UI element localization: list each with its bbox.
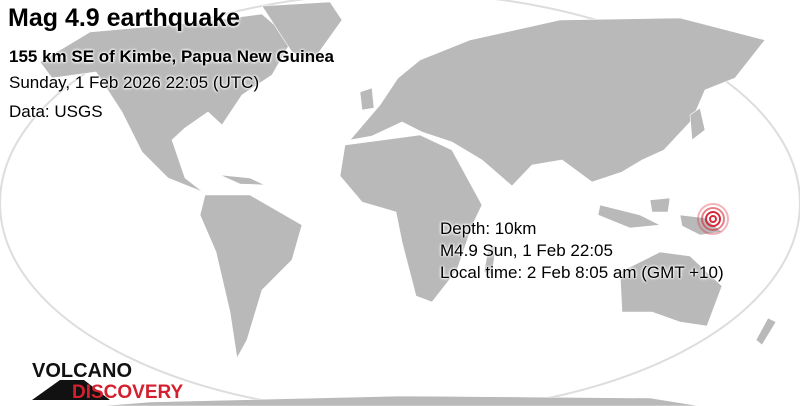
logo-line2: DISCOVERY — [72, 382, 184, 402]
page-title: Mag 4.9 earthquake — [8, 4, 241, 32]
uk — [359, 87, 375, 111]
event-datetime: Sunday, 1 Feb 2026 22:05 (UTC) — [9, 73, 260, 92]
north-america — [39, 13, 293, 193]
data-source: Data: USGS — [9, 102, 103, 121]
event-details: Depth: 10km M4.9 Sun, 1 Feb 22:05 Local … — [440, 218, 724, 284]
depth: Depth: 10km — [440, 219, 537, 238]
caribbean — [219, 174, 266, 186]
magnitude-summary: M4.9 Sun, 1 Feb 22:05 — [440, 241, 613, 260]
africa — [339, 134, 483, 303]
australia — [619, 251, 723, 327]
local-time: Local time: 2 Feb 8:05 am (GMT +10) — [440, 263, 724, 282]
japan — [689, 107, 706, 141]
south-america — [199, 194, 303, 359]
epicenter-concentric-circles-icon[interactable] — [697, 203, 729, 235]
logo-line1: VOLCANO — [32, 360, 132, 382]
madagascar — [483, 244, 497, 276]
greenland — [261, 1, 343, 63]
antarctica — [99, 395, 701, 406]
new-zealand — [755, 317, 777, 346]
indonesia — [597, 197, 671, 229]
eurasia — [349, 17, 766, 187]
volcano-discovery-logo[interactable]: VOLCANO DISCOVERY — [32, 360, 192, 402]
location-subtitle: 155 km SE of Kimbe, Papua New Guinea — [9, 47, 334, 66]
volcano-icon — [32, 380, 110, 400]
